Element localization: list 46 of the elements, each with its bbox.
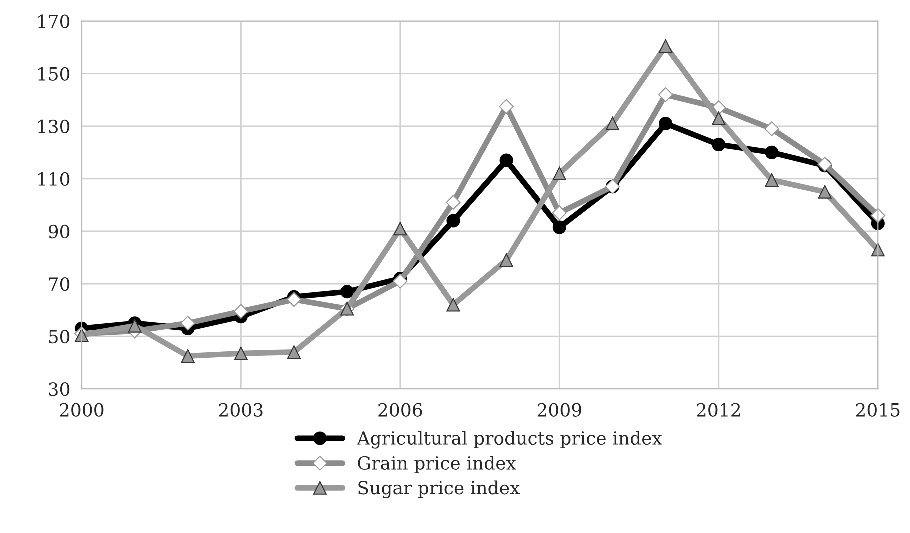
point	[180, 316, 196, 331]
y-tick-label: 50	[49, 330, 70, 344]
point	[552, 206, 568, 220]
point	[286, 292, 302, 308]
point	[446, 195, 461, 210]
point	[500, 154, 514, 168]
y-tick-label: 110	[38, 172, 70, 186]
point	[340, 285, 354, 299]
legend-label: Grain price index	[358, 456, 516, 474]
point	[765, 146, 779, 160]
x-tick-label: 2000	[60, 403, 104, 417]
point	[393, 274, 408, 289]
y-tick-label: 70	[49, 277, 70, 292]
legend-label: Agricultural products price index	[357, 431, 662, 449]
point	[234, 304, 249, 319]
point	[287, 346, 302, 360]
point	[658, 87, 674, 102]
x-tick-label: 2003	[219, 403, 263, 417]
point	[606, 117, 620, 131]
y-tick-label: 170	[38, 14, 70, 28]
point	[500, 254, 514, 268]
point	[765, 173, 779, 188]
point	[128, 319, 142, 333]
point	[552, 220, 566, 234]
y-tick-label: 150	[38, 67, 70, 81]
point	[446, 214, 460, 228]
point	[499, 99, 514, 114]
point	[552, 166, 566, 180]
y-tick-label: 90	[48, 224, 70, 239]
x-tick-label: 2009	[538, 403, 582, 417]
point	[764, 122, 780, 136]
x-tick-label: 2012	[697, 403, 740, 417]
point	[446, 298, 460, 312]
x-tick-label: 2006	[378, 403, 422, 417]
point	[181, 349, 195, 364]
legend-label: Sugar price index	[358, 480, 520, 498]
point	[659, 117, 673, 131]
point	[818, 185, 832, 199]
point	[394, 222, 408, 236]
point	[712, 138, 726, 152]
point	[659, 40, 673, 54]
y-tick-label: 30	[49, 382, 70, 396]
y-tick-label: 130	[38, 120, 70, 134]
x-tick-label: 2015	[856, 403, 900, 417]
point	[712, 112, 726, 126]
point	[234, 346, 248, 360]
